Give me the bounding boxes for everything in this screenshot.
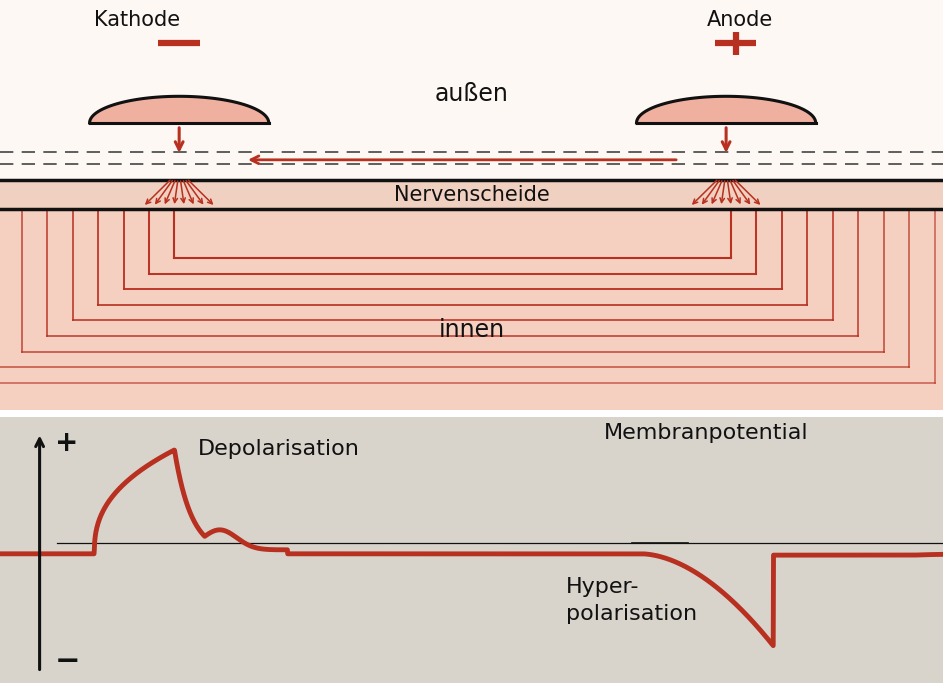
- Text: Kathode: Kathode: [94, 10, 180, 31]
- Bar: [0, 180, 943, 209]
- Polygon shape: [637, 96, 816, 123]
- Bar: [0, 0, 943, 184]
- Text: +: +: [55, 430, 78, 457]
- Text: Anode: Anode: [707, 10, 773, 31]
- Text: Hyper-
polarisation: Hyper- polarisation: [566, 577, 697, 624]
- Bar: [0, 209, 943, 410]
- Text: Depolarisation: Depolarisation: [198, 438, 360, 458]
- Text: Membranpotential: Membranpotential: [604, 423, 808, 443]
- Text: innen: innen: [438, 318, 505, 342]
- Text: −: −: [55, 647, 80, 676]
- Text: Nervenscheide: Nervenscheide: [393, 184, 550, 205]
- Text: außen: außen: [435, 82, 508, 107]
- Polygon shape: [90, 96, 269, 123]
